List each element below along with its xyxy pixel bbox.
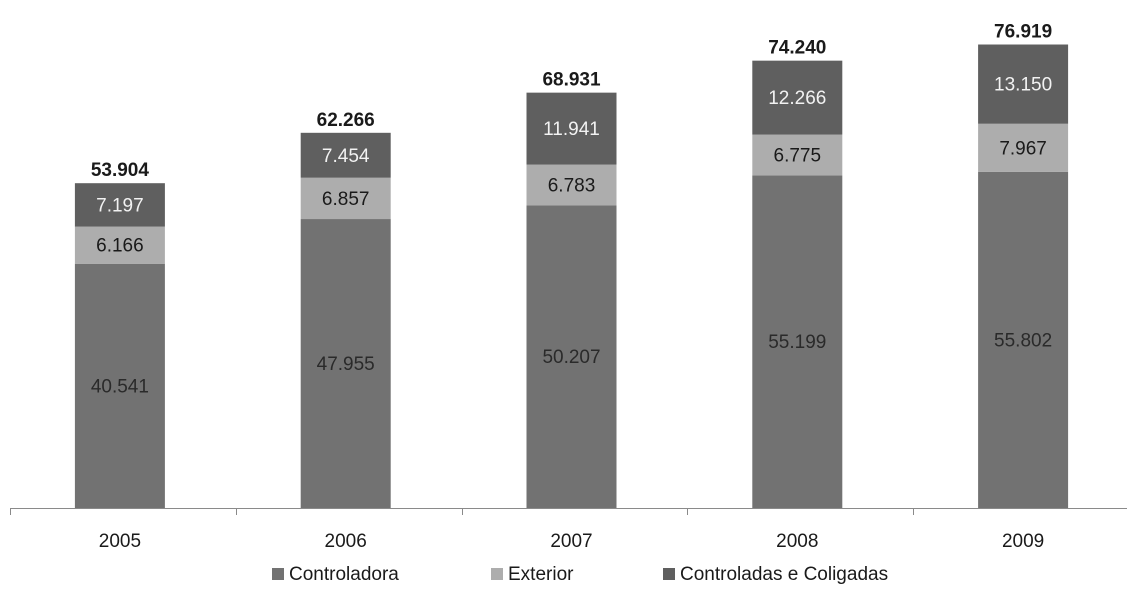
x-axis: 2005 2006 2007 2008 2009 [10, 508, 1127, 552]
data-label-2007-series-1: 6.783 [548, 176, 596, 197]
bar-segment-2008-series-1 [752, 134, 843, 176]
data-label-2006-series-1: 6.857 [322, 189, 370, 210]
legend-label-2: Controladas e Coligadas [680, 564, 888, 585]
data-label-2007-series-2: 11.941 [543, 119, 600, 140]
legend-label-0: Controladora [289, 564, 399, 585]
bar-segment-2009-series-1 [978, 123, 1069, 172]
data-label-2005-series-0: 40.541 [91, 376, 149, 397]
bar-segment-2008-series-2 [752, 60, 843, 135]
bar-segment-2005-series-1 [74, 226, 165, 264]
bar-segment-2005-series-0 [74, 263, 165, 508]
data-label-2006-series-2: 7.454 [322, 146, 370, 167]
data-label-2009-series-1: 7.967 [999, 138, 1047, 159]
data-label-2008-series-1: 6.775 [774, 145, 822, 166]
bar-segment-2006-series-2 [300, 132, 391, 178]
x-tick-label-2007: 2007 [550, 531, 592, 552]
bar-segment-2007-series-1 [526, 164, 617, 206]
bar-segment-2008-series-0 [752, 175, 843, 509]
legend-label-1: Exterior [508, 564, 574, 585]
total-label-2008: 74.240 [768, 38, 826, 59]
x-tick-label-2006: 2006 [325, 531, 367, 552]
data-label-2009-series-0: 55.802 [994, 330, 1052, 351]
data-label-2005-series-1: 6.166 [96, 236, 144, 257]
total-label-2005: 53.904 [91, 160, 150, 181]
legend: Controladora Exterior Controladas e Coliga… [272, 564, 888, 585]
x-tick-label-2005: 2005 [99, 531, 141, 552]
bar-segment-2009-series-0 [978, 171, 1069, 508]
bar-segment-2007-series-2 [526, 92, 617, 165]
legend-swatch-2 [663, 568, 675, 580]
x-tick-label-2009: 2009 [1002, 531, 1044, 552]
bar-segment-2005-series-2 [74, 183, 165, 227]
bar-segment-2006-series-1 [300, 177, 391, 220]
data-label-2006-series-0: 47.955 [317, 354, 375, 375]
bar-segment-2009-series-2 [978, 44, 1069, 124]
bar-segment-2006-series-0 [300, 219, 391, 508]
bar-segment-2007-series-0 [526, 205, 617, 508]
legend-swatch-0 [272, 568, 284, 580]
bars-layer: 40.541 6.166 7.197 53.904 47.955 6.857 7.454 62… [74, 22, 1069, 509]
data-label-2008-series-2: 12.266 [768, 88, 826, 109]
total-label-2006: 62.266 [317, 110, 375, 131]
data-label-2005-series-2: 7.197 [96, 195, 144, 216]
legend-swatch-1 [491, 568, 503, 580]
x-tick-label-2008: 2008 [776, 531, 818, 552]
data-label-2009-series-2: 13.150 [994, 75, 1052, 96]
data-label-2007-series-0: 50.207 [542, 347, 600, 368]
total-label-2007: 68.931 [542, 70, 601, 91]
total-label-2009: 76.919 [994, 22, 1052, 43]
data-label-2008-series-0: 55.199 [768, 332, 826, 353]
